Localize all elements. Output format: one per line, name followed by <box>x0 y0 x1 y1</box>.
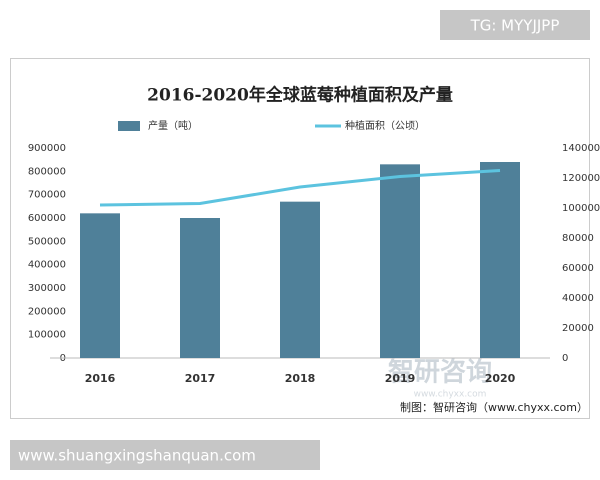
chart-title: 2016-2020年全球蓝莓种植面积及产量 <box>147 85 453 106</box>
y-tick-label: 700000 <box>28 190 66 201</box>
footer-box <box>10 440 320 470</box>
bar <box>380 164 420 358</box>
y2-tick-label: 0 <box>562 353 568 364</box>
y-tick-label: 100000 <box>28 330 66 341</box>
y-tick-label: 500000 <box>28 236 66 247</box>
line <box>99 169 501 207</box>
y2-tick-label: 40000 <box>562 293 594 304</box>
y2-tick-label: 140000 <box>562 143 600 154</box>
x-tick-label: 2020 <box>485 372 516 385</box>
bar <box>180 218 220 358</box>
bar <box>80 213 120 358</box>
x-tick-label: 2018 <box>285 372 316 385</box>
x-tick-label: 2016 <box>85 372 116 385</box>
footer-url: www.shuangxingshanquan.com <box>18 447 256 465</box>
y-tick-label: 400000 <box>28 260 66 271</box>
bar <box>280 201 320 358</box>
watermark-url: www.chyxx.com <box>414 390 487 400</box>
y2-tick-label: 80000 <box>562 233 594 244</box>
y-tick-label: 900000 <box>28 143 66 154</box>
y-tick-label: 600000 <box>28 213 66 224</box>
x-tick-label: 2019 <box>385 372 416 385</box>
source: 制图：智研咨询（www.chyxx.com） <box>400 400 588 414</box>
legend-label: 产量（吨） <box>148 119 198 132</box>
watermark: 智研咨询 <box>388 357 492 388</box>
legend-label: 种植面积（公顷） <box>345 119 425 132</box>
y-tick-label: 800000 <box>28 166 66 177</box>
y2-tick-label: 20000 <box>562 323 594 334</box>
y2-tick-label: 60000 <box>562 263 594 274</box>
y2-tick-label: 100000 <box>562 203 600 214</box>
legend-swatch <box>118 121 140 131</box>
bar <box>480 162 520 358</box>
y-tick-label: 300000 <box>28 283 66 294</box>
y2-tick-label: 120000 <box>562 173 600 184</box>
y-tick-label: 200000 <box>28 306 66 317</box>
x-tick-label: 2017 <box>185 372 216 385</box>
tag: TG: MYYJJPP <box>470 17 560 35</box>
tag-box <box>440 10 590 40</box>
